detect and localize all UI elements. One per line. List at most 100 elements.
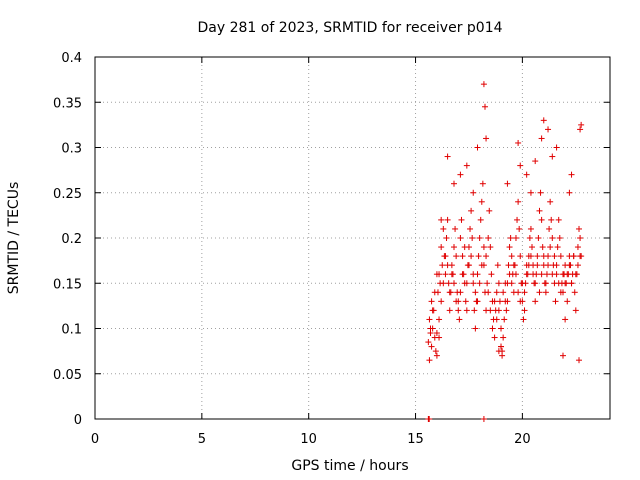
data-point	[542, 289, 549, 296]
data-point	[484, 280, 491, 287]
data-point	[553, 262, 560, 269]
data-point	[572, 307, 579, 314]
data-point	[442, 253, 449, 260]
data-point	[547, 198, 554, 205]
data-point	[502, 280, 509, 287]
data-point	[485, 235, 492, 241]
data-point	[576, 357, 583, 364]
data-point	[475, 253, 482, 260]
data-point	[499, 352, 506, 359]
data-point	[493, 316, 500, 323]
data-point	[458, 216, 465, 223]
data-point	[442, 271, 449, 278]
data-point	[487, 307, 494, 314]
data-point	[426, 416, 433, 422]
data-point	[535, 235, 542, 241]
data-point	[472, 325, 479, 332]
data-point	[451, 180, 458, 187]
data-point	[505, 262, 512, 269]
data-point	[489, 325, 496, 332]
data-point	[527, 189, 534, 196]
data-point	[568, 171, 575, 178]
data-point	[481, 103, 488, 110]
data-point	[527, 253, 534, 260]
data-point	[468, 253, 475, 260]
data-point	[488, 271, 495, 278]
data-point	[486, 207, 493, 214]
data-point	[451, 280, 458, 287]
data-point	[557, 289, 564, 296]
data-point	[526, 235, 533, 241]
data-point	[491, 298, 498, 305]
y-axis-label: SRMTID / TECUs	[6, 182, 22, 295]
data-point	[453, 253, 460, 260]
x-axis-label: GPS time / hours	[291, 458, 408, 474]
data-point	[459, 253, 466, 260]
data-point	[478, 262, 485, 269]
data-point	[456, 316, 463, 323]
data-point	[433, 352, 440, 359]
data-point	[507, 235, 514, 241]
data-point	[512, 271, 519, 278]
data-point	[540, 253, 547, 260]
data-point	[532, 158, 539, 165]
data-point	[469, 235, 476, 241]
y-tick-label: 0	[74, 413, 82, 428]
data-point	[477, 216, 484, 223]
x-tick-label: 10	[300, 432, 317, 447]
data-point	[545, 262, 552, 269]
x-tick-label: 0	[91, 432, 99, 447]
data-point	[572, 271, 579, 278]
x-tick-label: 15	[407, 432, 424, 447]
data-point	[549, 153, 556, 160]
data-point	[474, 144, 481, 151]
data-point	[433, 330, 440, 337]
data-point	[504, 180, 511, 187]
data-point	[554, 244, 561, 251]
data-point	[428, 343, 435, 350]
data-point	[498, 343, 505, 350]
data-point	[566, 189, 573, 196]
data-point	[553, 144, 560, 151]
data-point	[428, 298, 435, 305]
chart-title: Day 281 of 2023, SRMTID for receiver p01…	[197, 20, 502, 36]
data-point	[557, 253, 564, 260]
data-point	[446, 307, 453, 314]
data-point	[440, 225, 447, 232]
data-point	[455, 307, 462, 314]
data-point	[559, 352, 566, 359]
data-point	[542, 280, 549, 287]
data-point	[491, 334, 498, 341]
data-point	[552, 298, 559, 305]
data-point	[493, 289, 500, 296]
data-point	[440, 280, 447, 287]
data-point	[564, 298, 571, 305]
data-point	[562, 316, 569, 323]
data-point	[538, 216, 545, 223]
data-point	[487, 244, 494, 251]
data-point	[426, 316, 433, 323]
data-point	[495, 307, 502, 314]
data-point	[432, 348, 439, 355]
data-point	[555, 280, 562, 287]
data-point	[556, 235, 563, 241]
x-tick-label: 20	[514, 432, 531, 447]
data-point	[578, 121, 585, 128]
data-point	[476, 235, 483, 241]
data-point	[515, 139, 522, 146]
data-point	[532, 298, 539, 305]
data-point	[574, 262, 581, 269]
data-point	[523, 271, 530, 278]
data-point	[459, 271, 466, 278]
data-point	[562, 280, 569, 287]
data-point	[476, 280, 483, 287]
data-point	[427, 325, 434, 332]
data-point	[472, 289, 479, 296]
y-tick-label: 0.2	[61, 232, 82, 247]
data-point	[496, 298, 503, 305]
data-point	[568, 280, 575, 287]
data-point	[517, 298, 524, 305]
data-point	[474, 298, 481, 305]
data-point	[500, 334, 507, 341]
